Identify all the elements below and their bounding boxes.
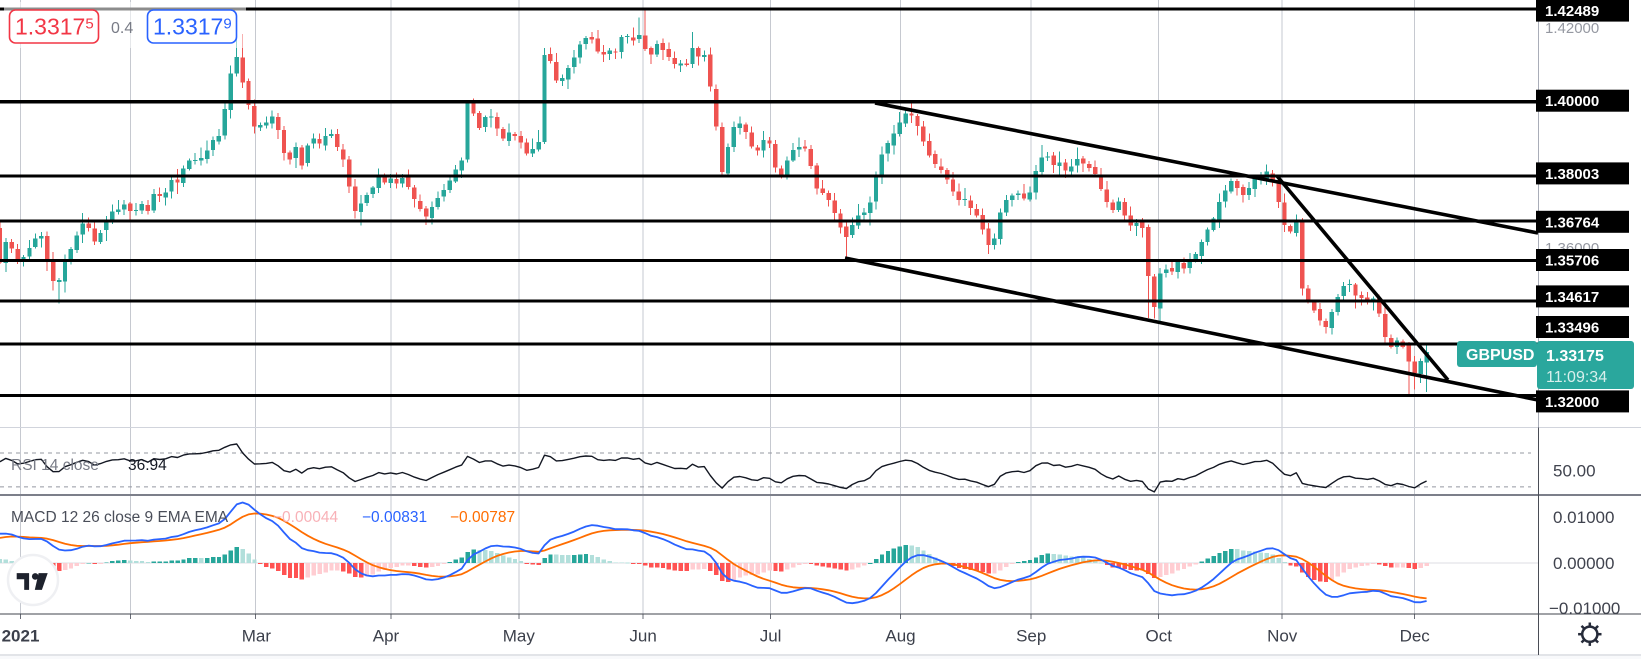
svg-text:1.36764: 1.36764 [1545, 214, 1600, 231]
svg-text:MACD 12 26 close 9 EMA EMA: MACD 12 26 close 9 EMA EMA [11, 509, 229, 526]
svg-text:−0.01000: −0.01000 [1549, 599, 1620, 618]
svg-text:1.32000: 1.32000 [1545, 394, 1599, 411]
svg-text:50.00: 50.00 [1553, 462, 1596, 481]
svg-text:Dec: Dec [1400, 627, 1431, 646]
svg-text:1.34617: 1.34617 [1545, 289, 1599, 306]
svg-text:Aug: Aug [885, 627, 915, 646]
svg-text:2021: 2021 [2, 627, 40, 646]
svg-text:11:09:34: 11:09:34 [1546, 369, 1607, 386]
svg-text:Mar: Mar [242, 627, 272, 646]
svg-text:Oct: Oct [1145, 627, 1172, 646]
svg-text:GBPUSD: GBPUSD [1466, 347, 1534, 364]
svg-text:1.42000: 1.42000 [1545, 20, 1599, 37]
svg-text:1.33175: 1.33175 [1546, 348, 1604, 365]
svg-text:−0.00044: −0.00044 [273, 509, 338, 526]
svg-text:−0.00787: −0.00787 [450, 509, 515, 526]
svg-text:Apr: Apr [373, 627, 400, 646]
svg-text:1.40000: 1.40000 [1545, 93, 1599, 110]
svg-text:0.4: 0.4 [111, 20, 133, 37]
svg-text:1.38003: 1.38003 [1545, 166, 1599, 183]
svg-text:Nov: Nov [1267, 627, 1298, 646]
svg-text:0.01000: 0.01000 [1553, 508, 1614, 527]
svg-text:36.94: 36.94 [128, 457, 167, 474]
svg-text:1.35706: 1.35706 [1545, 253, 1599, 270]
svg-text:1.33175: 1.33175 [15, 14, 94, 40]
svg-text:1.33496: 1.33496 [1545, 320, 1599, 337]
svg-text:May: May [503, 627, 536, 646]
svg-text:1.33179: 1.33179 [153, 14, 232, 40]
svg-text:1.42489: 1.42489 [1545, 3, 1599, 20]
svg-text:−0.00831: −0.00831 [362, 509, 427, 526]
svg-text:Jun: Jun [629, 627, 656, 646]
svg-text:Jul: Jul [760, 627, 782, 646]
svg-text:RSI 14 close: RSI 14 close [11, 457, 99, 474]
svg-text:Sep: Sep [1016, 627, 1046, 646]
svg-text:0.00000: 0.00000 [1553, 554, 1614, 573]
